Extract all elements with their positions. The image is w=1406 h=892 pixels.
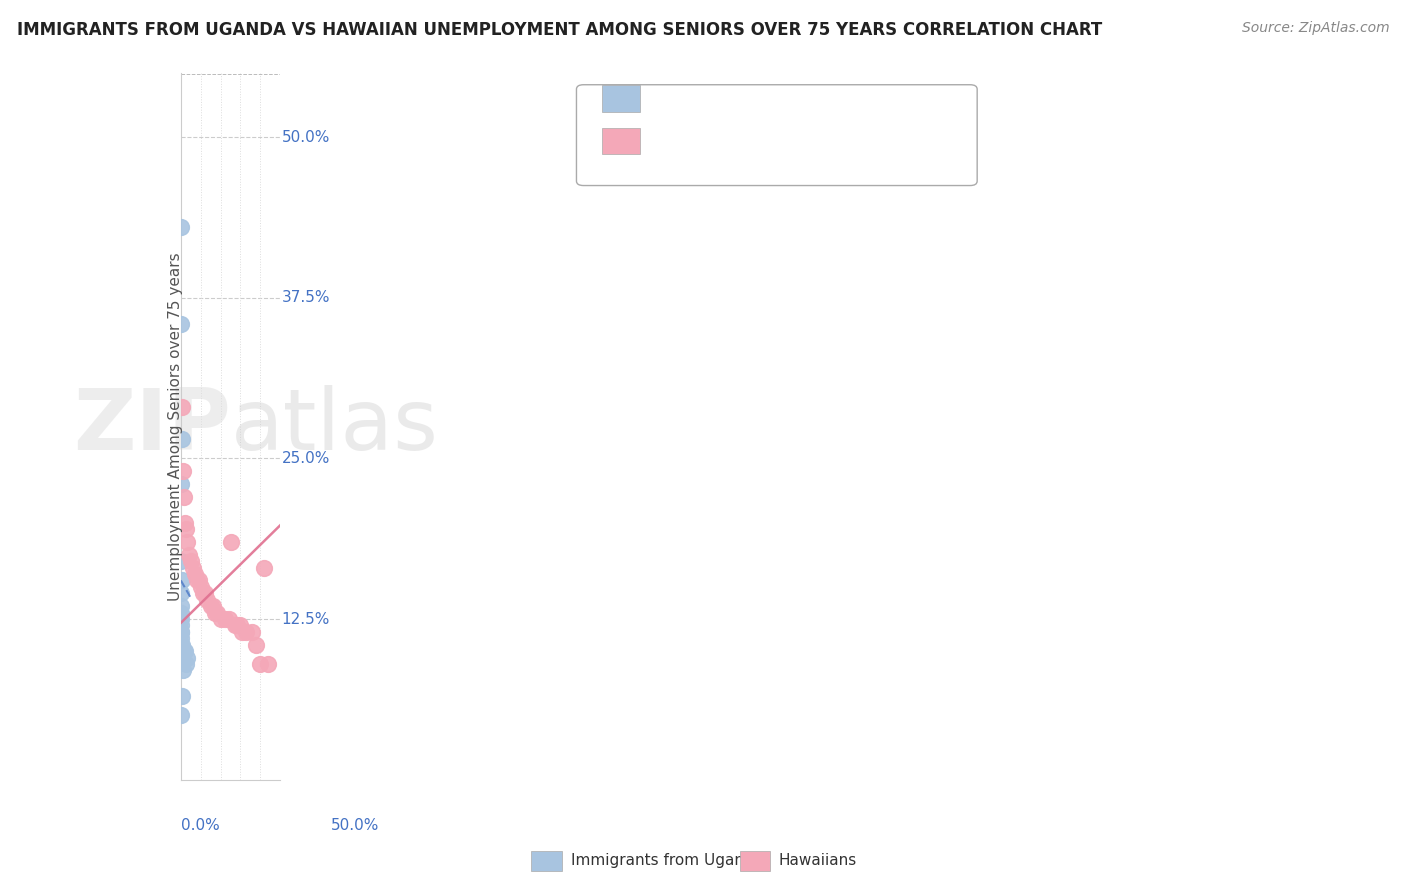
- Text: 0.192: 0.192: [688, 131, 735, 149]
- Point: [170, 638, 193, 652]
- Point: [170, 574, 193, 588]
- Point: [218, 612, 240, 626]
- Point: [214, 612, 236, 626]
- Text: 12.5%: 12.5%: [281, 612, 330, 626]
- Point: [253, 560, 276, 574]
- Point: [173, 644, 195, 658]
- Text: Source: ZipAtlas.com: Source: ZipAtlas.com: [1241, 21, 1389, 35]
- Point: [174, 657, 197, 671]
- Point: [235, 624, 257, 639]
- Text: IMMIGRANTS FROM UGANDA VS HAWAIIAN UNEMPLOYMENT AMONG SENIORS OVER 75 YEARS CORR: IMMIGRANTS FROM UGANDA VS HAWAIIAN UNEMP…: [17, 21, 1102, 38]
- Point: [170, 554, 193, 568]
- Text: Hawaiians: Hawaiians: [779, 854, 858, 868]
- Point: [201, 599, 224, 614]
- Point: [170, 638, 193, 652]
- Point: [170, 477, 193, 491]
- Point: [170, 618, 193, 632]
- Point: [219, 535, 242, 549]
- Point: [170, 400, 193, 414]
- Point: [170, 624, 193, 639]
- Text: N =: N =: [745, 131, 782, 149]
- Point: [170, 586, 193, 600]
- Point: [186, 574, 208, 588]
- Point: [172, 664, 194, 678]
- Point: [176, 535, 198, 549]
- Point: [173, 644, 195, 658]
- Point: [176, 650, 198, 665]
- Point: [170, 612, 193, 626]
- Point: [170, 624, 193, 639]
- Text: 50.0%: 50.0%: [332, 819, 380, 833]
- Point: [194, 586, 217, 600]
- Point: [191, 586, 214, 600]
- Point: [190, 580, 212, 594]
- Point: [229, 618, 252, 632]
- Text: 34: 34: [776, 131, 797, 149]
- Text: Unemployment Among Seniors over 75 years: Unemployment Among Seniors over 75 years: [167, 252, 183, 600]
- Text: ZIP: ZIP: [73, 384, 231, 467]
- Point: [170, 689, 193, 703]
- Point: [177, 548, 200, 562]
- Point: [170, 708, 193, 723]
- Point: [187, 574, 209, 588]
- Point: [245, 638, 267, 652]
- Text: 50.0%: 50.0%: [281, 129, 330, 145]
- Point: [225, 618, 247, 632]
- Point: [257, 657, 280, 671]
- Point: [170, 599, 193, 614]
- Point: [170, 432, 193, 446]
- Text: R =: R =: [650, 131, 690, 149]
- Point: [200, 599, 222, 614]
- Point: [172, 464, 194, 478]
- Point: [204, 606, 226, 620]
- Text: R =: R =: [650, 88, 686, 106]
- Text: 25.0%: 25.0%: [281, 451, 330, 466]
- Point: [180, 554, 202, 568]
- Point: [170, 317, 193, 331]
- Point: [173, 490, 195, 504]
- Point: [173, 516, 195, 530]
- Point: [184, 567, 207, 582]
- Text: atlas: atlas: [231, 384, 439, 467]
- Point: [205, 606, 228, 620]
- Point: [170, 632, 193, 646]
- Text: N =: N =: [745, 88, 782, 106]
- Point: [174, 522, 197, 536]
- Point: [181, 560, 204, 574]
- Text: 0.027: 0.027: [683, 88, 731, 106]
- Point: [170, 606, 193, 620]
- Point: [224, 618, 246, 632]
- Text: 37.5%: 37.5%: [281, 290, 330, 305]
- Text: 0.0%: 0.0%: [181, 819, 219, 833]
- Point: [249, 657, 271, 671]
- Point: [209, 612, 232, 626]
- Point: [242, 624, 264, 639]
- Point: [231, 624, 253, 639]
- Text: 23: 23: [776, 88, 797, 106]
- Text: Immigrants from Uganda: Immigrants from Uganda: [571, 854, 763, 868]
- Point: [170, 220, 193, 235]
- Point: [195, 592, 218, 607]
